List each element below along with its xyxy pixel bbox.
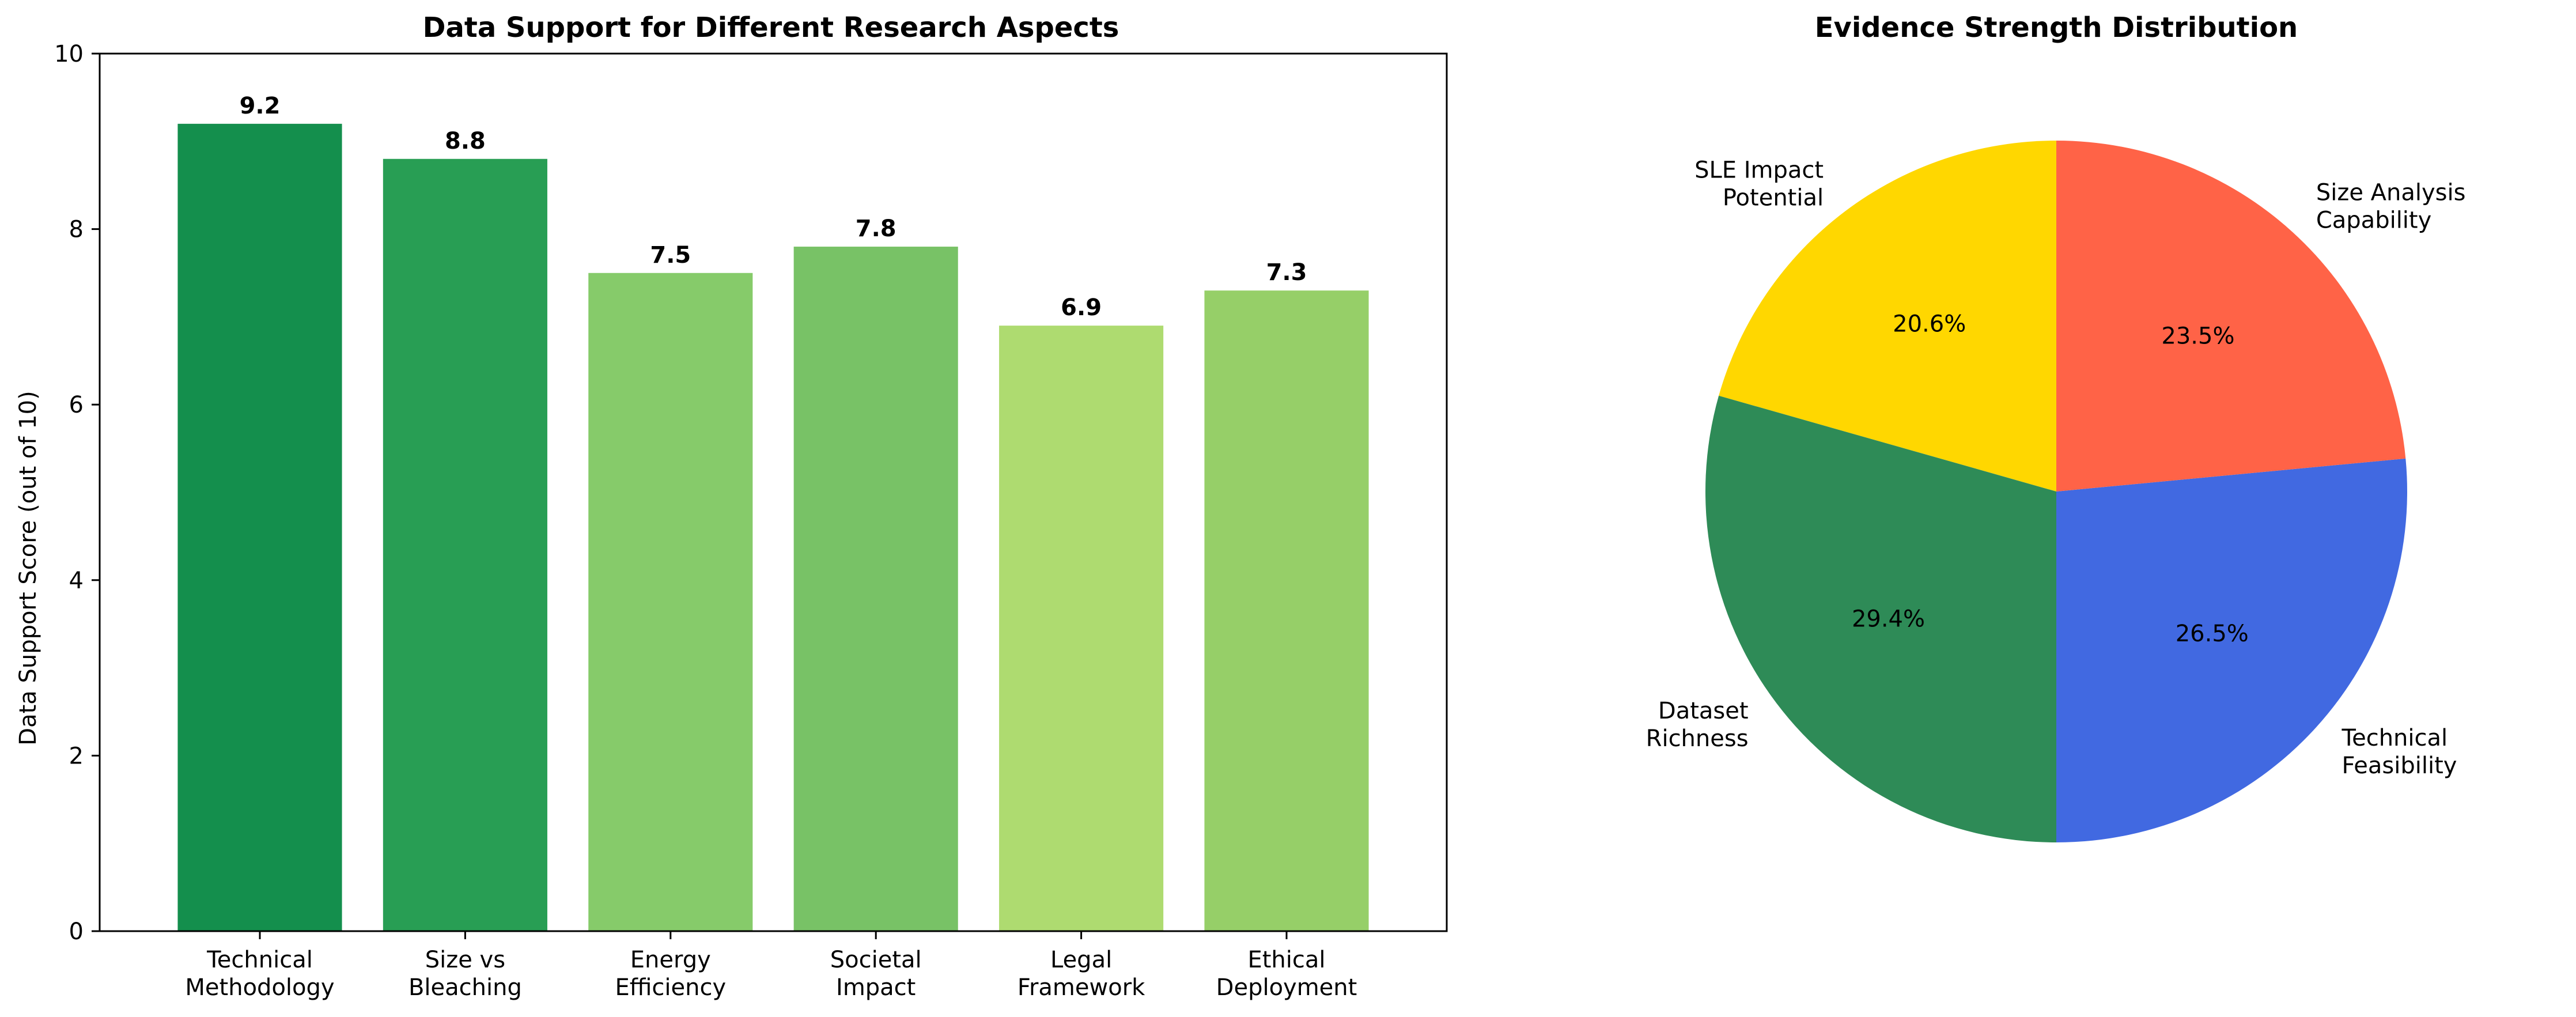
pie-category-label: SLE Impact xyxy=(1694,157,1824,184)
x-tick-label: Technical xyxy=(206,947,313,973)
bar-value-label: 7.8 xyxy=(856,216,897,242)
pie-category-label: Capability xyxy=(2316,207,2431,234)
pie-percent-label: 29.4% xyxy=(1852,606,1925,632)
bar-chart-title: Data Support for Different Research Aspe… xyxy=(423,12,1119,44)
bar xyxy=(383,158,547,931)
x-tick-label: Bleaching xyxy=(408,974,522,1001)
x-tick-label: Legal xyxy=(1050,947,1112,973)
bar-value-label: 6.9 xyxy=(1061,294,1102,321)
x-tick-label: Efficiency xyxy=(615,974,726,1001)
x-tick-label: Methodology xyxy=(185,974,334,1001)
pie-slice xyxy=(2056,141,2406,492)
pie-category-label: Dataset xyxy=(1658,698,1749,724)
bar xyxy=(177,123,342,932)
x-tick-label: Deployment xyxy=(1216,974,1357,1001)
x-tick-label: Impact xyxy=(836,974,916,1001)
y-tick-label: 0 xyxy=(69,918,84,945)
bar xyxy=(588,273,753,931)
pie-percent-label: 20.6% xyxy=(1893,311,1966,337)
x-tick-label: Societal xyxy=(830,947,922,973)
bar xyxy=(1204,290,1369,932)
bar xyxy=(793,247,958,931)
bar-chart: Data Support for Different Research Aspe… xyxy=(15,12,1448,1001)
pie-percent-label: 23.5% xyxy=(2161,323,2234,350)
bar-value-label: 9.2 xyxy=(240,93,281,119)
pie-chart-title: Evidence Strength Distribution xyxy=(1815,12,2298,44)
bar-chart-frame xyxy=(99,52,1448,932)
x-tick-label: Energy xyxy=(630,947,711,973)
pie-slices xyxy=(1705,141,2408,842)
pie-chart: Evidence Strength Distribution 20.6% SLE … xyxy=(1646,12,2466,842)
y-tick-label: 2 xyxy=(69,743,84,769)
y-tick-label: 6 xyxy=(69,392,84,418)
bar-marks: 9.2 8.8 7.5 7.8 6.9 7.3 xyxy=(177,93,1369,932)
bar-value-label: 7.5 xyxy=(650,242,691,269)
bar-value-label: 8.8 xyxy=(445,128,486,154)
pie-slice xyxy=(1705,395,2056,842)
bar-value-label: 7.3 xyxy=(1266,259,1307,286)
pie-slice xyxy=(1719,141,2056,492)
bar xyxy=(999,326,1164,931)
bar-chart-y-axis-label: Data Support Score (out of 10) xyxy=(15,391,41,745)
y-tick-label: 4 xyxy=(69,568,84,594)
x-tick-label: Size vs xyxy=(425,947,505,973)
y-tick-label: 10 xyxy=(54,41,84,67)
pie-category-label: Technical xyxy=(2341,725,2448,751)
y-tick-label: 8 xyxy=(69,217,84,243)
pie-slice xyxy=(2056,458,2408,842)
x-tick-label: Framework xyxy=(1017,974,1145,1001)
pie-category-label: Size Analysis xyxy=(2316,180,2466,206)
x-tick-label: Ethical xyxy=(1247,947,1325,973)
pie-category-label: Feasibility xyxy=(2342,753,2457,779)
pie-percent-label: 26.5% xyxy=(2176,621,2249,647)
pie-category-label: Richness xyxy=(1646,725,1749,752)
pie-category-label: Potential xyxy=(1723,185,1824,211)
bar-chart-y-axis: 0 2 4 6 8 10 xyxy=(54,41,100,945)
